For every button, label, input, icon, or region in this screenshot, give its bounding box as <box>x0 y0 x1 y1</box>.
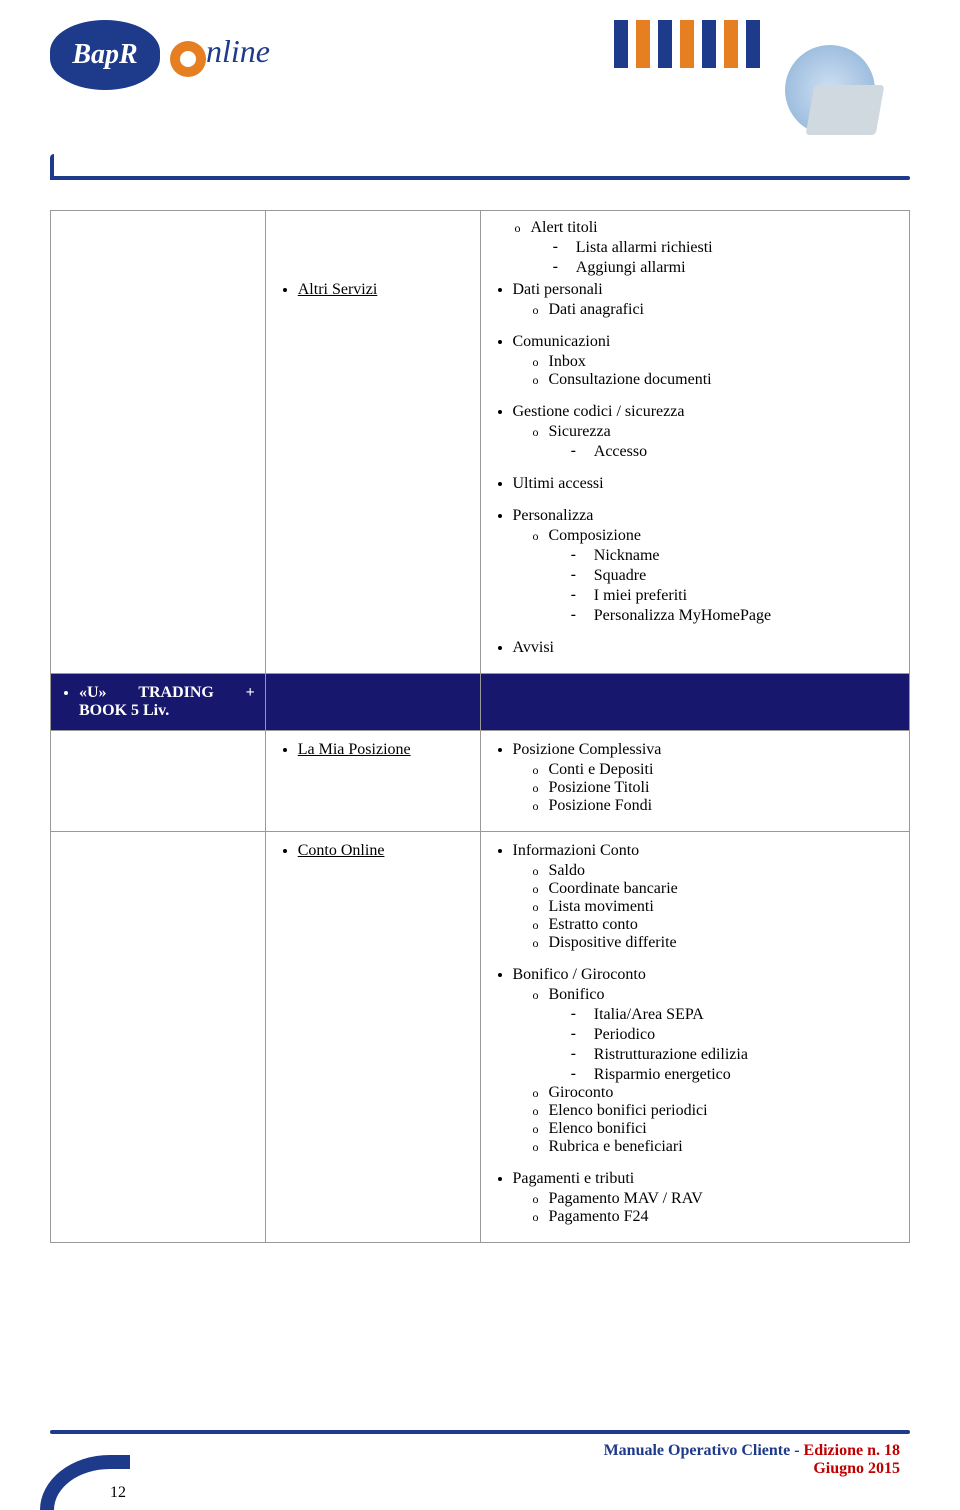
list-item: I miei preferiti <box>569 585 900 605</box>
page-header: BapR nline <box>50 20 910 180</box>
cell-empty <box>51 731 266 832</box>
list-item: Lista allarmi richiesti <box>551 237 900 257</box>
list-item: Ultimi accessi <box>513 475 900 493</box>
list-item: Comunicazioni Inbox Consultazione docume… <box>513 333 900 389</box>
header-illustration <box>780 40 880 140</box>
cell-conto-online: Conto Online <box>265 832 480 1243</box>
list-item: Italia/Area SEPA <box>569 1004 900 1024</box>
list-item: Dati anagrafici <box>533 301 900 319</box>
list-item: Lista movimenti <box>533 898 900 916</box>
cell-posizione-detail: Posizione Complessiva Conti e Depositi P… <box>480 731 910 832</box>
page-footer: Manuale Operativo Cliente - Edizione n. … <box>0 1430 960 1510</box>
document-page: BapR nline Altri Servizi <box>0 0 960 1510</box>
list-item: Rubrica e beneficiari <box>533 1138 900 1156</box>
section-header-trading: «U» TRADING + BOOK 5 Liv. <box>51 674 910 731</box>
list-item: Avvisi <box>513 639 900 657</box>
list-item: Risparmio energetico <box>569 1064 900 1084</box>
page-number: 12 <box>110 1484 126 1502</box>
list-item: Dati personali Dati anagrafici <box>513 281 900 319</box>
cell-empty <box>51 832 266 1243</box>
list-item: Estratto conto <box>533 916 900 934</box>
table-row: Conto Online Informazioni Conto Saldo Co… <box>51 832 910 1243</box>
list-item: Pagamento MAV / RAV <box>533 1190 900 1208</box>
cell-empty <box>480 674 910 731</box>
list-item: Inbox <box>533 353 900 371</box>
list-item: Nickname <box>569 545 900 565</box>
cell-services-detail: Alert titoli Lista allarmi richiesti Agg… <box>480 211 910 674</box>
list-item: Pagamenti e tributi Pagamento MAV / RAV … <box>513 1170 900 1226</box>
cell-la-mia-posizione: La Mia Posizione <box>265 731 480 832</box>
table-row: Altri Servizi Alert titoli Lista allarmi… <box>51 211 910 674</box>
online-o-icon <box>170 41 206 77</box>
list-item: Giroconto <box>533 1084 900 1102</box>
list-item: Conti e Depositi <box>533 761 900 779</box>
table-row: La Mia Posizione Posizione Complessiva C… <box>51 731 910 832</box>
list-item: Composizione Nickname Squadre I miei pre… <box>533 527 900 625</box>
list-item: Pagamento F24 <box>533 1208 900 1226</box>
laptop-icon <box>806 85 885 135</box>
list-item: Bonifico / Giroconto Bonifico Italia/Are… <box>513 966 900 1156</box>
list-item: Coordinate bancarie <box>533 880 900 898</box>
list-item: Informazioni Conto Saldo Coordinate banc… <box>513 842 900 952</box>
cell-altri-servizi: Altri Servizi <box>265 211 480 674</box>
list-item: Gestione codici / sicurezza Sicurezza Ac… <box>513 403 900 461</box>
list-item: Elenco bonifici <box>533 1120 900 1138</box>
list-item: Posizione Titoli <box>533 779 900 797</box>
list-item: Posizione Fondi <box>533 797 900 815</box>
list-item: Dispositive differite <box>533 934 900 952</box>
list-item: Consultazione documenti <box>533 371 900 389</box>
cell-empty <box>51 211 266 674</box>
list-item: Periodico <box>569 1024 900 1044</box>
list-item: Saldo <box>533 862 900 880</box>
header-divider <box>50 176 910 180</box>
list-item: Bonifico Italia/Area SEPA Periodico Rist… <box>533 986 900 1084</box>
online-logo: nline <box>170 33 270 76</box>
list-item: Alert titoli Lista allarmi richiesti Agg… <box>515 219 900 277</box>
altri-servizi-label: Altri Servizi <box>298 281 378 298</box>
list-item: Accesso <box>569 441 900 461</box>
list-item: Personalizza Composizione Nickname Squad… <box>513 507 900 625</box>
services-table: Altri Servizi Alert titoli Lista allarmi… <box>50 210 910 1243</box>
list-item: Squadre <box>569 565 900 585</box>
cell-conto-detail: Informazioni Conto Saldo Coordinate banc… <box>480 832 910 1243</box>
section-title: «U» TRADING + BOOK 5 Liv. <box>51 674 266 731</box>
footer-divider <box>50 1430 910 1434</box>
cell-empty <box>265 674 480 731</box>
list-item: Aggiungi allarmi <box>551 257 900 277</box>
list-item: Ristrutturazione edilizia <box>569 1044 900 1064</box>
header-stripes <box>614 20 760 68</box>
list-item: Sicurezza Accesso <box>533 423 900 461</box>
footer-text: Manuale Operativo Cliente - Edizione n. … <box>604 1442 900 1478</box>
list-item: Elenco bonifici periodici <box>533 1102 900 1120</box>
list-item: Posizione Complessiva Conti e Depositi P… <box>513 741 900 815</box>
logo-text: BapR <box>72 39 137 71</box>
list-item: Personalizza MyHomePage <box>569 605 900 625</box>
bapr-logo: BapR <box>50 20 160 90</box>
online-text: nline <box>206 33 270 69</box>
